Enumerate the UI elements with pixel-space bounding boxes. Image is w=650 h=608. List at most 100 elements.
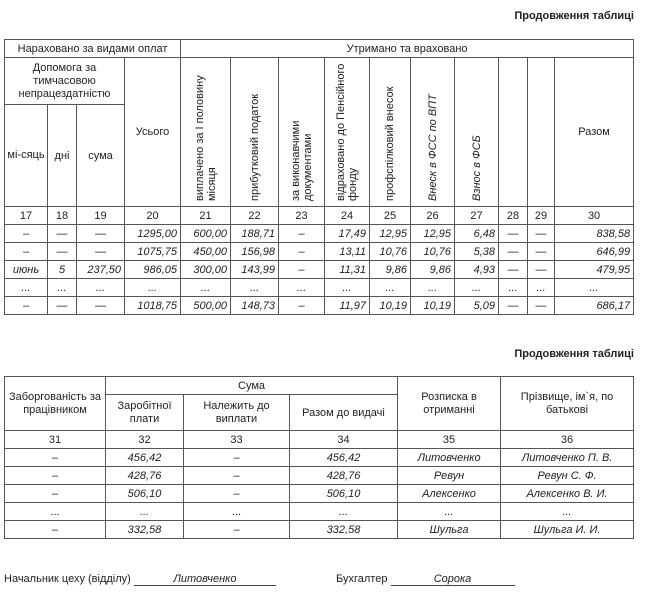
table-cell: –: [4, 448, 106, 467]
col-number: 32: [105, 430, 184, 449]
table-cell: —: [47, 224, 77, 243]
table-cell: —: [498, 242, 529, 261]
total-pay-header: Разом до видачі: [288, 394, 399, 431]
table-cell: 12,95: [369, 224, 412, 243]
payout-table-continued: Заборгованість за працівником Сума Розпи…: [4, 376, 635, 539]
sum-header: сума: [76, 104, 125, 207]
accountant-signature: Бухгалтер Сорока: [336, 573, 515, 586]
col-number: 20: [123, 206, 182, 225]
table-cell: 5: [47, 260, 77, 279]
table-cell: 12,95: [410, 224, 456, 243]
table-row: –332,58–332,58 Шульга Шульга И. И.: [4, 520, 635, 539]
table-cell: 506,10: [105, 484, 184, 503]
table-cell: –: [183, 520, 290, 539]
col-number: 21: [180, 206, 232, 225]
table-cell: Литовченко П. В.: [500, 448, 635, 467]
table-cell: —: [527, 242, 556, 261]
table-cell: –: [278, 296, 326, 315]
table-cell: ...: [76, 278, 125, 297]
table-cell: 5,09: [454, 296, 500, 315]
total-header: Усього: [123, 57, 182, 207]
table-row: –456,42–456,42 Литовченко Литовченко П. В.: [4, 448, 635, 467]
table-cell: ...: [288, 502, 399, 521]
accountant-label: Бухгалтер: [336, 573, 388, 585]
table-cell: 17,49: [324, 224, 371, 243]
table-cell: 10,76: [410, 242, 456, 261]
table-cell: –: [4, 466, 106, 485]
col-number: 18: [47, 206, 77, 225]
group-accrued-header: Нараховано за видами оплат: [3, 39, 182, 58]
table-cell: 479,95: [554, 260, 635, 279]
table-cell: —: [76, 296, 125, 315]
earned-header: Заробітної плати: [105, 394, 184, 431]
accountant-name: Сорока: [390, 573, 515, 586]
column-numbers-row: 31 32 33 34 35 36: [4, 430, 635, 449]
table-cell: Ревун С. Ф.: [500, 466, 635, 485]
table-cell: 237,50: [76, 260, 125, 279]
union-fee-header: профспілковий внесок: [369, 57, 412, 207]
table-row: июнь 5 237,50 986,05 300,00 143,99–11,31 9,86 9…: [4, 260, 635, 279]
table-cell: —: [498, 260, 529, 279]
table-cell: 332,58: [288, 520, 399, 539]
debt-header: Заборгованість за працівником: [4, 376, 106, 431]
table-cell: ...: [410, 278, 456, 297]
table-cell: ...: [554, 278, 635, 297]
table-cell: Ревун: [397, 466, 502, 485]
table-row: – — —1295,00 600,00 188,71–17,49 12,95 12,95 6,…: [4, 224, 635, 243]
income-tax-header: прибутковий податок: [230, 57, 280, 207]
table-row: – — —1018,75 500,00 148,73–11,97 10,19 10,19 5,…: [4, 296, 635, 315]
payroll-table-continued: Нараховано за видами оплат Утримано та в…: [3, 39, 635, 315]
table-cell: 506,10: [288, 484, 399, 503]
table-cell: 428,76: [105, 466, 184, 485]
table-cell: 428,76: [288, 466, 399, 485]
table-row: ..................: [4, 502, 635, 521]
table-row: – — —1075,75 450,00 156,98–13,11 10,76 10,76 5,…: [4, 242, 635, 261]
col-number: 17: [4, 206, 48, 225]
table-cell: —: [47, 242, 77, 261]
table-cell: 143,99: [230, 260, 280, 279]
table-cell: –: [4, 484, 106, 503]
head-label: Начальник цеху (відділу): [4, 573, 131, 585]
table-cell: –: [183, 484, 290, 503]
table-cell: 332,58: [105, 520, 184, 539]
month-header: мі-сяць: [4, 104, 48, 207]
table-cell: Алексенко В. И.: [500, 484, 635, 503]
table-cell: ...: [278, 278, 326, 297]
table-cell: –: [183, 448, 290, 467]
table-cell: ...: [47, 278, 77, 297]
table-cell: 11,97: [324, 296, 371, 315]
table-cell: 148,73: [230, 296, 280, 315]
table-cell: –: [183, 466, 290, 485]
table-cell: –: [4, 520, 106, 539]
table-cell: —: [527, 260, 556, 279]
col-number: 24: [324, 206, 371, 225]
table-row: ........................................…: [4, 278, 635, 297]
col-number: 35: [397, 430, 502, 449]
table-cell: 456,42: [288, 448, 399, 467]
table-cell: 646,99: [554, 242, 635, 261]
table-cell: —: [76, 224, 125, 243]
table-cell: Шульга: [397, 520, 502, 539]
sum-group-header: Сума: [104, 376, 399, 395]
writs-header: за виконавчими документами: [278, 57, 326, 207]
table-cell: 9,86: [410, 260, 456, 279]
full-name-header: Прізвище, ім`я, по батькові: [500, 376, 635, 431]
col-number: 26: [410, 206, 456, 225]
table-cell: 1295,00: [123, 224, 182, 243]
table-cell: июнь: [4, 260, 48, 279]
table-cell: ...: [183, 502, 290, 521]
table-cell: –: [278, 260, 326, 279]
table-cell: 500,00: [180, 296, 232, 315]
table-cell: Литовченко: [397, 448, 502, 467]
table-cell: —: [47, 296, 77, 315]
fss-vtp-header: Внеск в ФСС по ВПТ: [410, 57, 456, 207]
table-cell: 10,19: [410, 296, 456, 315]
col-number: 22: [230, 206, 280, 225]
col-number: 23: [278, 206, 326, 225]
table-cell: –: [4, 296, 48, 315]
table2-caption: Продовження таблиці: [514, 348, 634, 360]
table-cell: 1075,75: [123, 242, 182, 261]
table-cell: 686,17: [554, 296, 635, 315]
col-number: 33: [183, 430, 290, 449]
col-number: 28: [498, 206, 529, 225]
